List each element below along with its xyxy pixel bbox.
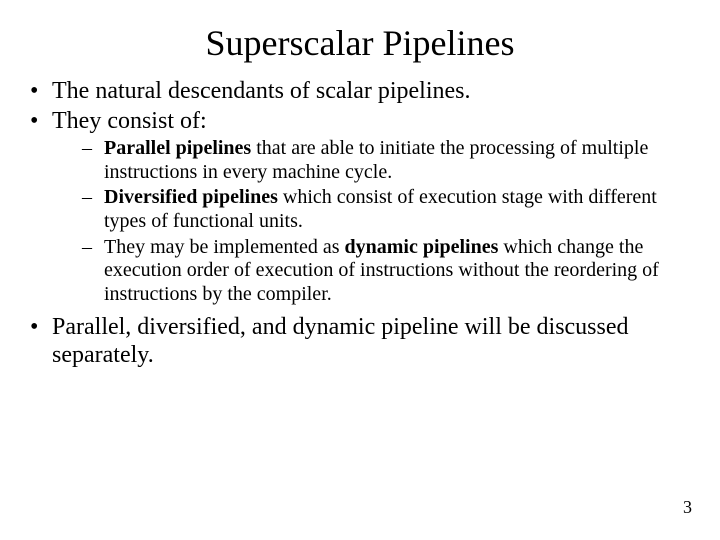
- bullet-item: They consist of: Parallel pipelines that…: [24, 108, 696, 307]
- sub-bullet-item: They may be implemented as dynamic pipel…: [52, 236, 696, 307]
- bullet-text: The natural descendants of scalar pipeli…: [52, 78, 471, 104]
- sub-bullet-bold: dynamic pipelines: [344, 236, 498, 258]
- sub-bullet-item: Diversified pipelines which consist of e…: [52, 186, 696, 233]
- sub-bullet-bold: Diversified pipelines: [104, 186, 278, 208]
- sub-bullet-text: They may be implemented as: [104, 236, 344, 258]
- bullet-list-level2: Parallel pipelines that are able to init…: [52, 137, 696, 306]
- bullet-text: They consist of:: [52, 108, 207, 134]
- page-number: 3: [683, 497, 692, 518]
- slide-title: Superscalar Pipelines: [24, 20, 696, 64]
- bullet-item: Parallel, diversified, and dynamic pipel…: [24, 314, 696, 369]
- slide: Superscalar Pipelines The natural descen…: [0, 0, 720, 540]
- bullet-list-level1: The natural descendants of scalar pipeli…: [24, 78, 696, 370]
- bullet-text: Parallel, diversified, and dynamic pipel…: [52, 314, 629, 368]
- bullet-item: The natural descendants of scalar pipeli…: [24, 78, 696, 106]
- sub-bullet-item: Parallel pipelines that are able to init…: [52, 137, 696, 184]
- sub-bullet-bold: Parallel pipelines: [104, 137, 251, 159]
